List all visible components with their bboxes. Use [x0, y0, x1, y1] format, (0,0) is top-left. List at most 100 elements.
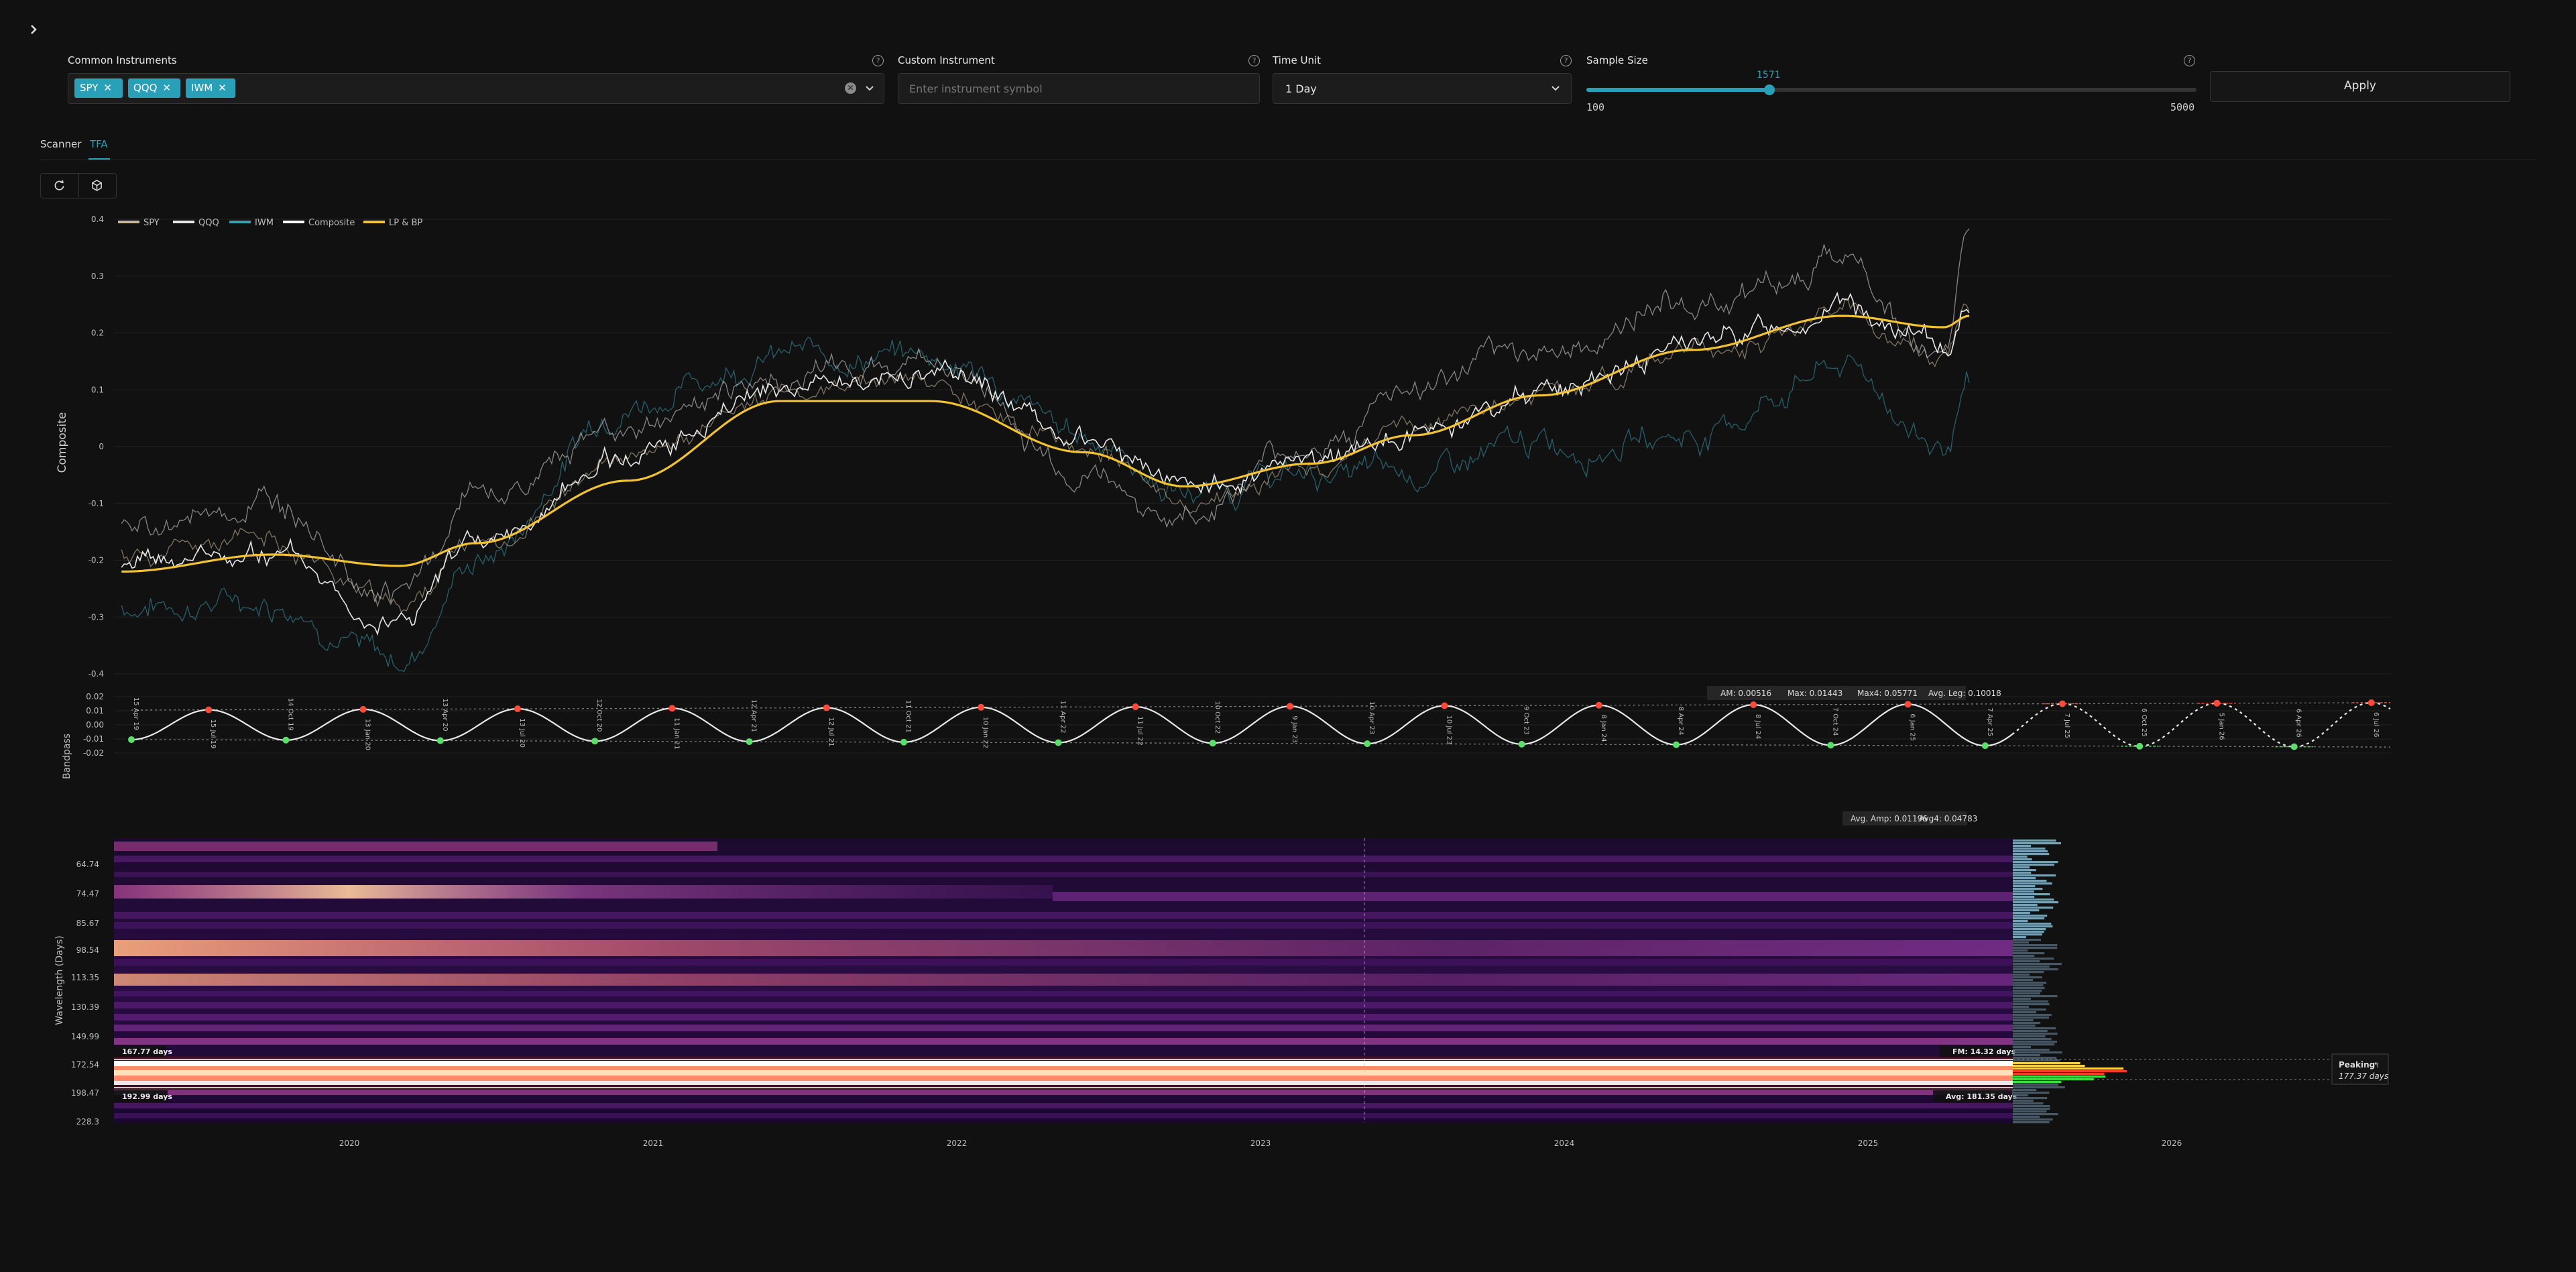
- remove-chip-icon[interactable]: ✕: [162, 82, 171, 94]
- trough-marker[interactable]: [1981, 742, 1989, 750]
- chip-qqq[interactable]: QQQ ✕: [128, 78, 180, 98]
- help-icon[interactable]: ?: [1560, 55, 1572, 66]
- legend-qqq[interactable]: QQQ: [198, 218, 219, 228]
- histogram-bar: [2013, 1110, 2047, 1113]
- trough-marker[interactable]: [436, 737, 444, 744]
- help-icon[interactable]: ?: [1248, 55, 1260, 66]
- y-tick-label: 198.47: [71, 1088, 99, 1098]
- peaking-value: 177.37 days: [2339, 1072, 2388, 1081]
- sample-size-slider[interactable]: [1586, 84, 2197, 95]
- legend-composite[interactable]: Composite: [308, 218, 355, 228]
- stat-avg-leg: Avg. Leg: 0.10018: [1928, 689, 2001, 698]
- histogram-bar: [2013, 1078, 2094, 1081]
- peak-marker[interactable]: [2059, 700, 2066, 707]
- histogram-bar: [2013, 1070, 2127, 1073]
- help-icon[interactable]: ?: [2184, 55, 2195, 66]
- legend-lp-bp[interactable]: LP & BP: [389, 218, 422, 228]
- trough-marker[interactable]: [282, 736, 290, 744]
- y-tick-label: -0.1: [89, 499, 104, 508]
- peak-marker[interactable]: [823, 704, 830, 711]
- trough-marker[interactable]: [1518, 740, 1525, 748]
- chip-iwm[interactable]: IWM ✕: [186, 78, 235, 98]
- y-tick-label: 64.74: [76, 860, 99, 869]
- legend-spy[interactable]: SPY: [143, 218, 160, 228]
- cycle-date-label: 10 Oct 22: [1214, 701, 1221, 734]
- histogram-bar: [2013, 1121, 2050, 1124]
- histogram-bar: [2013, 1086, 2065, 1089]
- bandpass-envelope-top: [131, 702, 2390, 711]
- custom-instrument-input[interactable]: [898, 73, 1260, 104]
- chip-spy[interactable]: SPY ✕: [74, 78, 123, 98]
- collapse-sidebar-button[interactable]: [24, 20, 43, 39]
- tab-scanner[interactable]: Scanner: [40, 138, 82, 150]
- slider-fill: [1586, 88, 1770, 92]
- peak-marker[interactable]: [1904, 701, 1912, 708]
- trough-marker[interactable]: [1673, 741, 1680, 748]
- remove-chip-icon[interactable]: ✕: [218, 82, 227, 94]
- histogram-bar: [2013, 1043, 2055, 1046]
- peak-marker[interactable]: [1750, 701, 1757, 709]
- legend-iwm[interactable]: IWM: [255, 218, 274, 228]
- histogram-bar: [2013, 1014, 2052, 1017]
- peak-marker[interactable]: [514, 705, 521, 713]
- peak-marker[interactable]: [2367, 699, 2375, 706]
- bandpass-wave: [131, 703, 2013, 747]
- time-unit-select[interactable]: 1 Day: [1273, 73, 1572, 104]
- histogram-bar: [2013, 984, 2044, 987]
- histogram-bar: [2013, 882, 2052, 885]
- chevron-down-icon[interactable]: [864, 82, 876, 95]
- trough-marker[interactable]: [128, 736, 135, 744]
- peak-marker[interactable]: [1287, 703, 1293, 710]
- peak-marker[interactable]: [359, 705, 367, 713]
- histogram-bar: [2013, 931, 2044, 933]
- histogram-bar: [2013, 1059, 2060, 1062]
- apply-button[interactable]: Apply: [2210, 71, 2510, 102]
- sample-max-label: 5000: [2170, 101, 2195, 113]
- stat-avg-amp: Avg. Amp: 0.01196: [1851, 814, 1928, 823]
- histogram-bar: [2013, 899, 2054, 901]
- peaking-box: Peaking ↰ 177.37 days: [2331, 1053, 2389, 1085]
- histogram-bar: [2013, 1076, 2106, 1078]
- peak-marker[interactable]: [668, 705, 676, 712]
- help-icon[interactable]: ?: [872, 55, 884, 66]
- 3d-view-button[interactable]: [79, 174, 115, 197]
- histogram-bar: [2013, 861, 2058, 864]
- trough-marker[interactable]: [2136, 742, 2144, 750]
- trough-marker[interactable]: [1827, 742, 1834, 749]
- peak-marker[interactable]: [1132, 703, 1139, 711]
- reset-button[interactable]: [41, 174, 79, 197]
- trough-marker[interactable]: [1209, 740, 1216, 747]
- band-bottom-tag: 192.99 days: [114, 1090, 172, 1102]
- peak-marker[interactable]: [2213, 699, 2221, 707]
- trough-marker[interactable]: [1364, 740, 1371, 748]
- y-tick-label: 0.00: [86, 720, 104, 730]
- peak-marker[interactable]: [205, 706, 213, 713]
- cycle-date-label: 12 Oct 20: [595, 699, 603, 732]
- slider-thumb[interactable]: [1764, 84, 1775, 95]
- remove-chip-icon[interactable]: ✕: [103, 82, 112, 94]
- common-instruments-select[interactable]: SPY ✕ QQQ ✕ IWM ✕ ✕: [68, 73, 884, 104]
- trough-marker[interactable]: [591, 738, 599, 745]
- peak-marker[interactable]: [1441, 702, 1448, 709]
- trough-marker[interactable]: [2290, 743, 2298, 750]
- clear-icon[interactable]: ✕: [845, 82, 856, 94]
- x-axis: 2020 2021 2022 2023 2024 2025 2026: [339, 1139, 2182, 1148]
- tab-underline: [89, 158, 110, 160]
- histogram-bar: [2013, 963, 2062, 966]
- trough-marker[interactable]: [1055, 739, 1062, 746]
- y-tick-label: -0.4: [89, 669, 104, 679]
- histogram-bar: [2013, 880, 2047, 882]
- cycle-date-label: 14 Oct 19: [286, 698, 294, 731]
- trough-marker[interactable]: [746, 738, 753, 746]
- histogram-bar: [2013, 920, 2028, 923]
- peak-marker[interactable]: [1595, 701, 1602, 709]
- tab-tfa[interactable]: TFA: [90, 138, 108, 150]
- histogram-bar: [2013, 933, 2042, 936]
- cycle-date-label: 13 Jan 20: [364, 719, 371, 750]
- cycle-date-label: 9 Oct 23: [1523, 706, 1530, 735]
- histogram-bar: [2013, 1049, 2050, 1051]
- peak-marker[interactable]: [978, 703, 985, 711]
- trough-marker[interactable]: [900, 738, 907, 746]
- stat-am: AM: 0.00516: [1720, 689, 1771, 698]
- histogram-bar: [2013, 923, 2052, 925]
